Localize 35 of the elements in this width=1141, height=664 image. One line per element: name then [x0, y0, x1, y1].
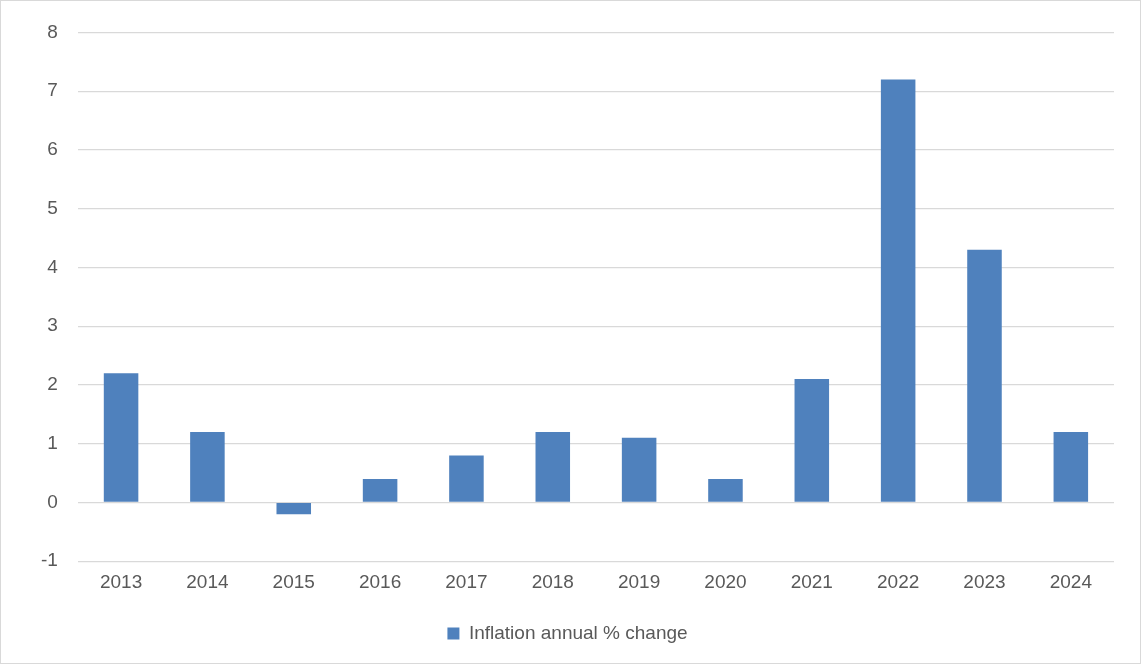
bar	[621, 437, 657, 502]
y-tick-label: 8	[47, 20, 58, 42]
bar	[190, 431, 225, 502]
x-tick-label: 2022	[877, 570, 920, 592]
x-tick-label: 2024	[1049, 570, 1093, 592]
y-tick-label: 6	[47, 138, 58, 160]
x-tick-label: 2017	[445, 570, 488, 592]
y-tick-label: 3	[47, 314, 58, 336]
y-tick-label: 5	[47, 196, 58, 218]
y-tick-label: 7	[47, 79, 58, 101]
bar	[276, 503, 312, 515]
bar	[449, 455, 484, 502]
bar	[967, 249, 1002, 502]
x-tick-label: 2020	[704, 570, 747, 592]
x-tick-label: 2015	[272, 570, 315, 592]
bar	[1053, 431, 1089, 502]
bar	[103, 373, 139, 502]
y-tick-label: 1	[47, 431, 58, 453]
bar	[880, 79, 916, 502]
y-tick-label: 2	[47, 373, 58, 395]
bar	[535, 431, 571, 502]
x-tick-label: 2013	[99, 570, 143, 592]
bar	[794, 379, 830, 502]
y-tick-label: 0	[47, 490, 58, 512]
y-tick-label: 4	[47, 255, 59, 277]
x-tick-label: 2014	[186, 570, 229, 592]
y-tick-label: -1	[40, 549, 58, 571]
bar	[708, 478, 743, 502]
x-tick-label: 2018	[531, 570, 574, 592]
x-tick-label: 2016	[358, 570, 402, 592]
x-tick-label: 2019	[617, 570, 661, 592]
x-tick-label: 2023	[963, 570, 1006, 592]
legend-label: Inflation annual % change	[468, 621, 688, 643]
x-tick-label: 2021	[790, 570, 833, 592]
bar	[362, 478, 398, 502]
